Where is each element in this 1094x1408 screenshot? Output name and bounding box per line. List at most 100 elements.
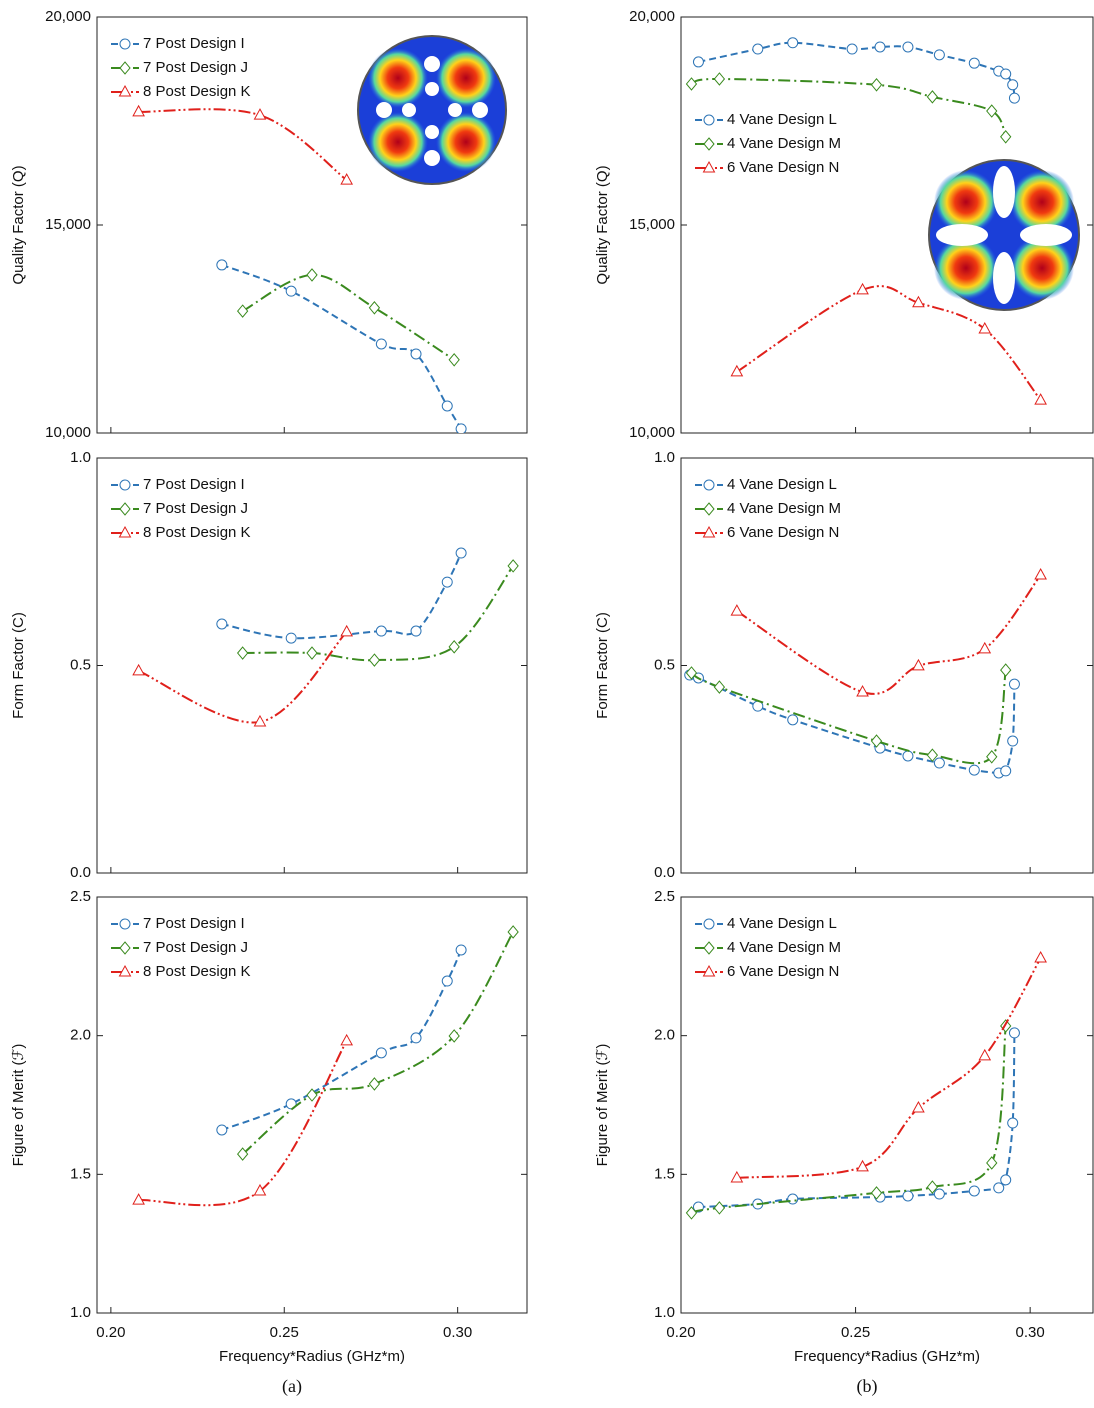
y-tick-label: 20,000 [45,8,91,25]
marker [986,1156,998,1170]
x-tick-label: 0.25 [841,1324,870,1341]
legend-label: 8 Post Design K [143,524,251,541]
marker [340,624,354,637]
y-tick-label: 0.5 [654,656,675,673]
marker [933,49,945,61]
marker [926,1180,939,1194]
marker [448,640,460,654]
marker [1000,765,1012,777]
marker [448,353,460,367]
x-tick-label: 0.25 [270,1324,299,1341]
y-axis-label: Quality Factor (Q) [10,165,27,284]
legend-marker [119,38,131,50]
plot-frame [680,457,1094,874]
legend-label: 6 Vane Design N [727,159,839,176]
marker [253,1183,267,1196]
marker [752,43,764,55]
legend-label: 7 Post Design J [143,500,248,517]
marker [713,1201,726,1215]
marker [912,295,925,308]
marker [713,72,726,86]
marker [216,259,228,271]
y-tick-label: 15,000 [45,216,91,233]
series-layer [685,950,1047,1220]
series-line [221,552,463,640]
series-line [736,285,1042,401]
marker [1000,130,1012,144]
marker [730,1170,744,1183]
marker [448,1029,460,1043]
marker [978,1048,992,1061]
y-axis-label: Form Factor (C) [594,612,611,719]
marker [306,646,318,660]
marker [856,685,869,697]
marker [870,734,883,748]
marker [902,1190,914,1202]
y-tick-label: 2.5 [70,888,91,905]
legend-marker [703,479,715,491]
marker [685,1206,698,1220]
caption: (a) [282,1376,302,1397]
legend-label: 4 Vane Design M [727,500,841,517]
marker [368,1077,381,1091]
marker [285,632,297,644]
legend-marker [703,502,715,516]
plot-frame [96,896,528,1314]
y-axis-label: Figure of Merit (ℱ) [594,1044,611,1167]
series-line [221,949,463,1131]
y-tick-label: 1.5 [70,1165,91,1182]
legend-label: 4 Vane Design L [727,915,837,932]
marker [340,173,354,185]
marker [1000,1019,1012,1033]
legend-label: 4 Vane Design L [727,111,837,128]
marker [902,750,914,762]
marker [441,975,453,987]
marker [1007,735,1019,747]
marker [368,653,381,667]
legend: 4 Vane Design L 4 Vane Design M 6 Vane Des… [695,476,841,541]
marker [787,1193,799,1205]
marker [870,1186,883,1200]
legend: 7 Post Design I 7 Post Design J 8 Post Des… [111,476,251,541]
legend-marker [119,502,131,516]
y-axis-label: Figure of Merit (ℱ) [10,1044,27,1167]
legend: 4 Vane Design L 4 Vane Design M 6 Vane Des… [695,111,841,176]
y-tick-label: 20,000 [629,8,675,25]
legend-marker [119,941,131,955]
marker [986,750,998,764]
inset-post [357,35,507,185]
y-tick-label: 2.0 [70,1027,91,1044]
marker [713,680,726,694]
series-line [698,1032,1016,1209]
y-tick-label: 2.0 [654,1027,675,1044]
marker [253,714,267,727]
marker [856,1159,869,1172]
legend-label: 4 Vane Design M [727,135,841,152]
marker [253,108,267,120]
marker [978,321,992,334]
y-tick-label: 1.0 [70,1304,91,1321]
marker [1000,1174,1012,1186]
marker [856,282,869,295]
marker [874,41,886,53]
legend-label: 6 Vane Design N [727,524,839,541]
legend-label: 4 Vane Design L [727,476,837,493]
marker [926,90,939,104]
legend-marker [703,918,715,930]
marker [306,268,318,282]
y-tick-label: 0.0 [70,864,91,881]
marker [1007,79,1019,91]
marker [455,547,467,559]
marker [933,1188,945,1200]
caption: (b) [857,1376,878,1397]
series-layer [132,547,519,727]
x-axis-label: Frequency*Radius (GHz*m) [794,1348,980,1365]
legend-label: 6 Vane Design N [727,963,839,980]
series-layer [132,104,467,433]
marker [787,714,799,726]
series-layer [685,37,1047,405]
legend-marker [118,84,132,97]
marker [1008,678,1020,690]
marker [685,666,698,680]
marker [410,1032,422,1044]
